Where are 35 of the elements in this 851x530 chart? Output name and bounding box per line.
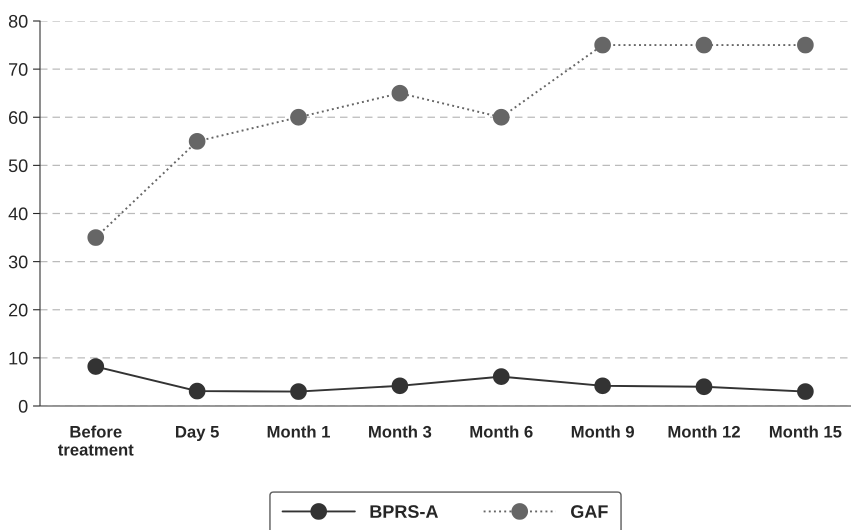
point — [188, 132, 206, 150]
x-tick-label: Month 12 — [668, 425, 740, 438]
x-tick-label: Month 1 — [268, 425, 330, 438]
point — [797, 36, 814, 54]
y-tick-label: 70 — [9, 63, 28, 76]
point — [492, 108, 510, 126]
point — [594, 36, 611, 54]
y-tick-label: 10 — [9, 352, 28, 365]
point — [594, 377, 611, 394]
legend-label: BPRS-A — [370, 505, 438, 518]
point — [188, 382, 206, 400]
point — [696, 36, 712, 54]
point — [392, 377, 408, 394]
y-tick-label: 20 — [9, 304, 28, 316]
x-tick-label: Day 5 — [176, 426, 219, 441]
x-tick-label: Before treatment — [58, 425, 134, 456]
x-tick-label: Month 15 — [770, 425, 842, 438]
x-tick-label: Month 6 — [470, 425, 533, 438]
x-tick-label: Month 9 — [572, 425, 634, 438]
point — [87, 229, 104, 246]
y-tick-label: 0 — [18, 400, 28, 413]
y-tick-label: 40 — [8, 207, 28, 220]
y-tick-label: 30 — [8, 256, 28, 268]
y-tick-label: 60 — [9, 111, 28, 124]
y-tick-label: 50 — [8, 159, 28, 172]
point — [797, 383, 814, 400]
x-tick-label: Month 3 — [369, 425, 432, 438]
point — [87, 358, 104, 375]
point — [290, 108, 307, 126]
y-tick-label: 80 — [8, 14, 28, 28]
legend-label: GAF — [571, 505, 608, 518]
point — [290, 383, 307, 400]
point — [392, 84, 408, 102]
point — [696, 378, 712, 396]
point — [492, 368, 510, 385]
